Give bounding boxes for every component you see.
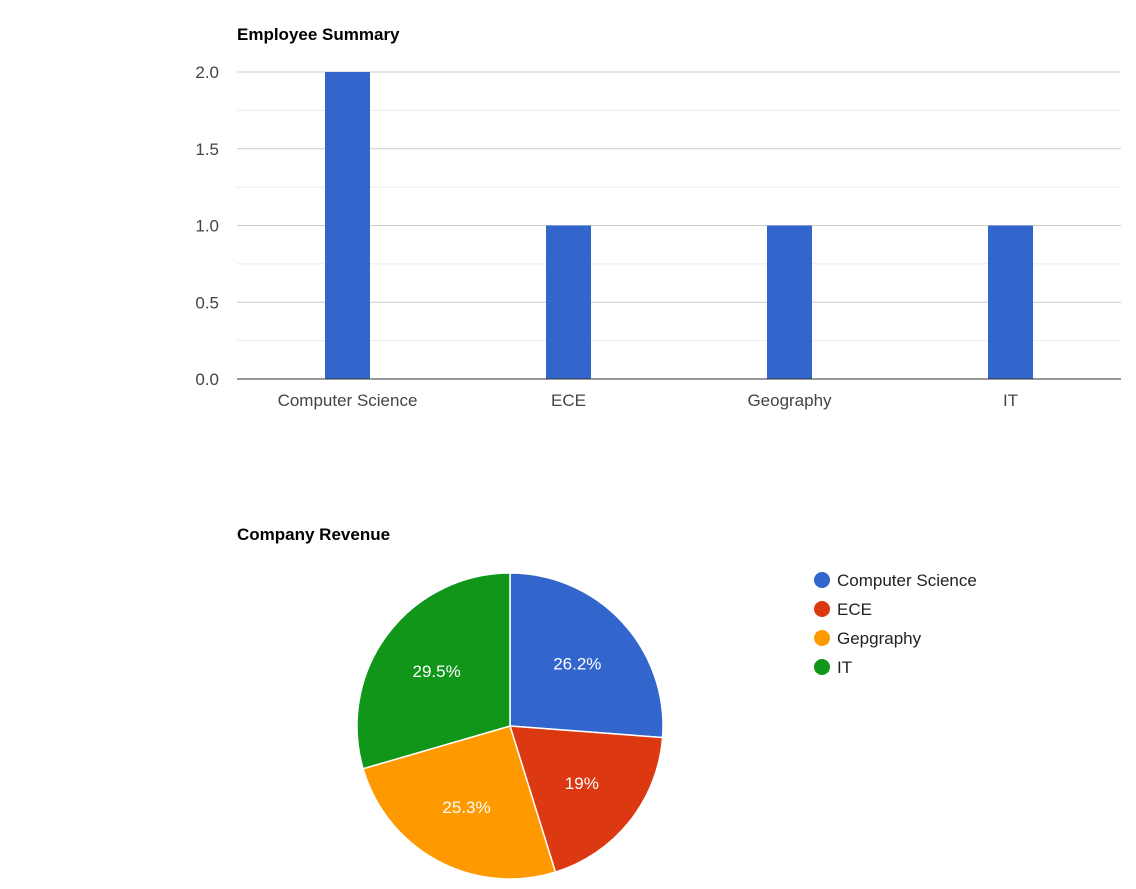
legend-label: ECE	[837, 600, 872, 619]
legend-item[interactable]: Computer Science	[814, 571, 977, 590]
legend-swatch	[814, 572, 830, 588]
legend-item[interactable]: IT	[814, 658, 852, 677]
bar-x-axis-labels: Computer Science ECE Geography IT	[278, 391, 1018, 410]
legend-label: IT	[837, 658, 852, 677]
pie-slice-labels: 26.2% 19% 25.3% 29.5%	[412, 655, 601, 817]
legend-swatch	[814, 659, 830, 675]
pie-slice	[509, 572, 664, 739]
bar	[988, 225, 1033, 379]
y-tick-label: 2.0	[195, 63, 219, 82]
bar	[325, 72, 370, 379]
bar-chart: Employee Summary 0.0 0.5 1.0 1.5 2.0 Compute…	[195, 25, 1121, 410]
pie-slice	[508, 725, 664, 874]
pie-slice	[356, 572, 511, 770]
bar-series	[325, 72, 1033, 379]
y-tick-label: 0.5	[195, 293, 219, 312]
bar-minor-gridlines	[237, 109, 1121, 342]
pie-slice-label: 29.5%	[412, 662, 460, 681]
bar-y-axis-ticks: 0.0 0.5 1.0 1.5 2.0	[195, 63, 219, 389]
pie-chart: Company Revenue 26.2% 19% 25.3% 29.5% Compu…	[237, 525, 977, 880]
legend-item[interactable]: Gepgraphy	[814, 629, 922, 648]
y-tick-label: 1.0	[195, 217, 219, 236]
pie-slices	[356, 572, 664, 880]
x-tick-label: Geography	[747, 391, 832, 410]
bar-chart-title: Employee Summary	[237, 25, 400, 44]
x-tick-label: Computer Science	[278, 391, 418, 410]
pie-legend[interactable]: Computer Science ECE Gepgraphy IT	[814, 571, 977, 677]
bar	[546, 225, 591, 379]
pie-chart-title: Company Revenue	[237, 525, 390, 544]
legend-swatch	[814, 630, 830, 646]
pie-slice-label: 26.2%	[553, 655, 601, 674]
x-tick-label: IT	[1003, 391, 1018, 410]
legend-item[interactable]: ECE	[814, 600, 872, 619]
pie-slice-label: 19%	[565, 774, 599, 793]
pie-slice	[362, 725, 557, 880]
x-tick-label: ECE	[551, 391, 586, 410]
bar	[767, 225, 812, 379]
pie-slice-label: 25.3%	[442, 798, 490, 817]
legend-label: Computer Science	[837, 571, 977, 590]
y-tick-label: 1.5	[195, 140, 219, 159]
bar-major-gridlines	[237, 71, 1121, 303]
legend-swatch	[814, 601, 830, 617]
legend-label: Gepgraphy	[837, 629, 922, 648]
y-tick-label: 0.0	[195, 370, 219, 389]
